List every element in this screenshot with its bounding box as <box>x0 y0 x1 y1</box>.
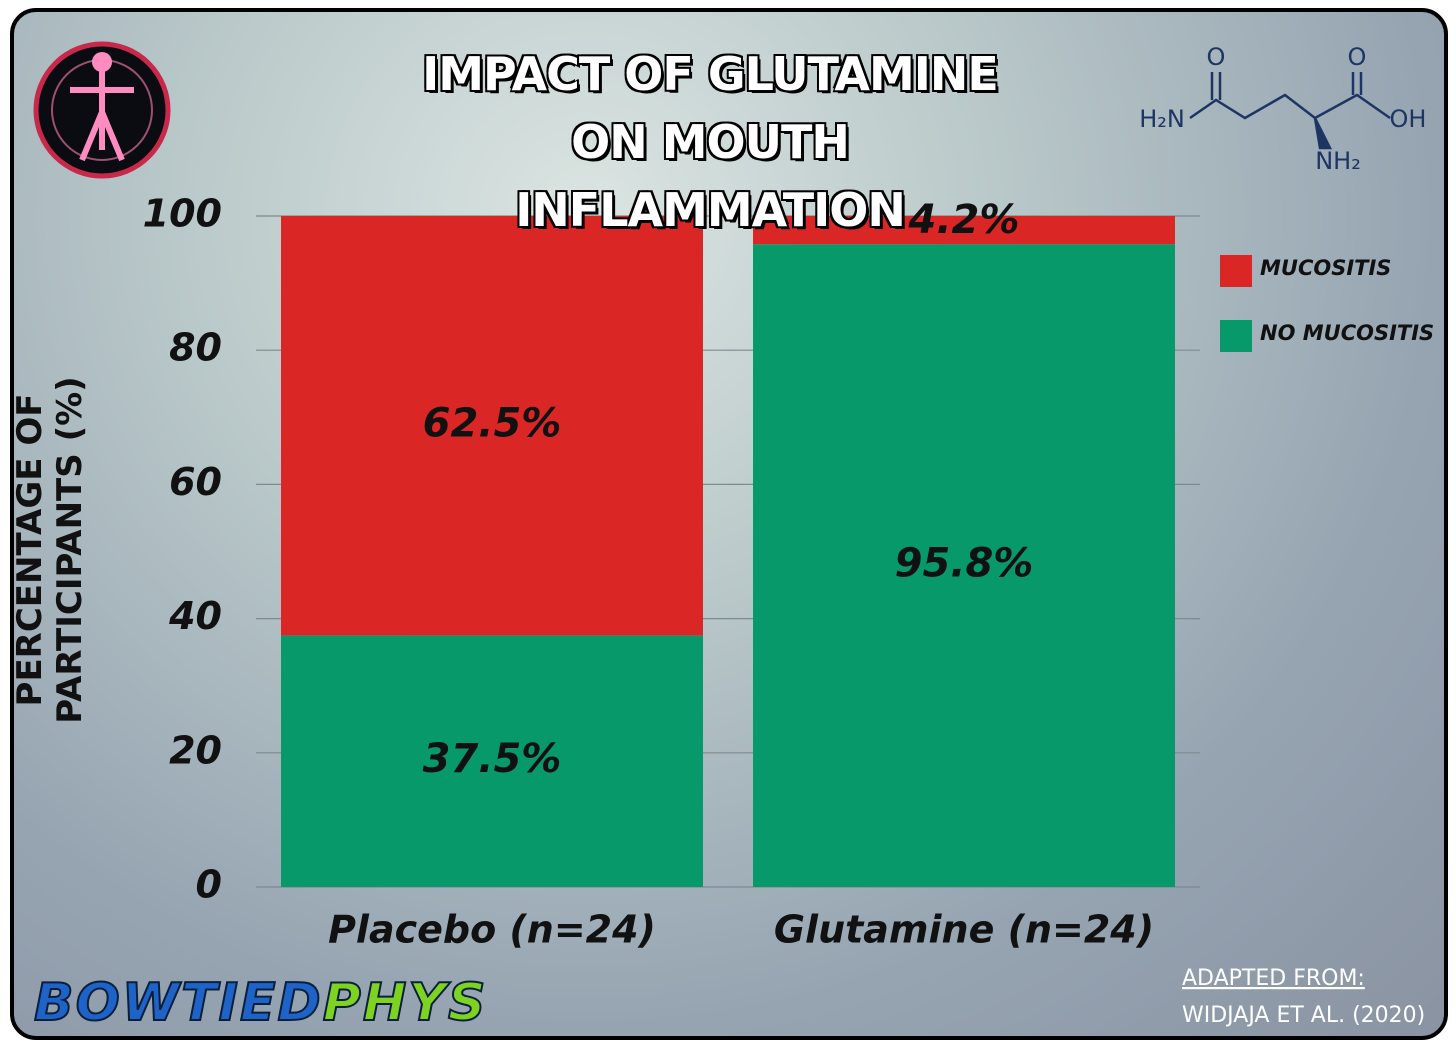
y-tick-label: 40 <box>168 594 222 638</box>
value-label: 95.8% <box>895 541 1034 587</box>
brand-part: BOWTIED <box>34 973 323 1033</box>
value-label: 62.5% <box>423 401 562 447</box>
molecule-label: OH <box>1390 105 1427 133</box>
molecule <box>1189 72 1391 150</box>
y-tick-label: 80 <box>169 326 222 370</box>
y-tick-label: 0 <box>196 863 222 907</box>
molecule-label: H₂N <box>1139 105 1185 133</box>
source-citation: WIDJAJA ET AL. (2020) <box>1182 1003 1425 1028</box>
molecule-double-bonds <box>1210 72 1363 100</box>
bar-segment <box>281 216 703 636</box>
y-axis-label: PERCENTAGE OF PARTICIPANTS (%) <box>10 376 90 724</box>
brand: BOWTIEDPHYS <box>34 973 487 1033</box>
y-tick-label: 100 <box>143 192 222 236</box>
molecule-wedge <box>1313 117 1333 150</box>
molecule-label: O <box>1348 43 1367 71</box>
x-tick-label: Glutamine (n=24) <box>774 908 1154 952</box>
legend-label: NO MUCOSITIS <box>1260 321 1434 345</box>
molecule-label: NH₂ <box>1315 147 1361 175</box>
x-tick-label: Placebo (n=24) <box>328 908 656 952</box>
bar-segment <box>753 244 1175 887</box>
logo <box>33 41 171 179</box>
chart-title: IMPACT OF GLUTAMINE ON MOUTH INFLAMMATIO… <box>421 46 1000 238</box>
molecule-label: O <box>1207 43 1226 71</box>
source-label: ADAPTED FROM: <box>1182 966 1365 991</box>
bar-segment <box>281 635 703 887</box>
bar-segment <box>753 216 1175 245</box>
y-tick-label: 20 <box>169 728 222 772</box>
logo-figure <box>70 62 134 162</box>
y-tick-label: 60 <box>169 460 222 504</box>
brand-part: PHYS <box>323 973 488 1033</box>
legend-label: MUCOSITIS <box>1260 256 1391 280</box>
frame <box>10 8 1448 1040</box>
plot: 0 20 40 60 80 100 37.5% 62.5% Placebo (n=24) 95.8… <box>143 192 1434 952</box>
logo-head <box>92 52 112 72</box>
legend-swatch <box>1220 255 1252 287</box>
molecule-bonds <box>1189 93 1391 120</box>
value-label: 4.2% <box>908 197 1020 243</box>
legend-swatch <box>1220 320 1252 352</box>
value-label: 37.5% <box>423 736 562 782</box>
